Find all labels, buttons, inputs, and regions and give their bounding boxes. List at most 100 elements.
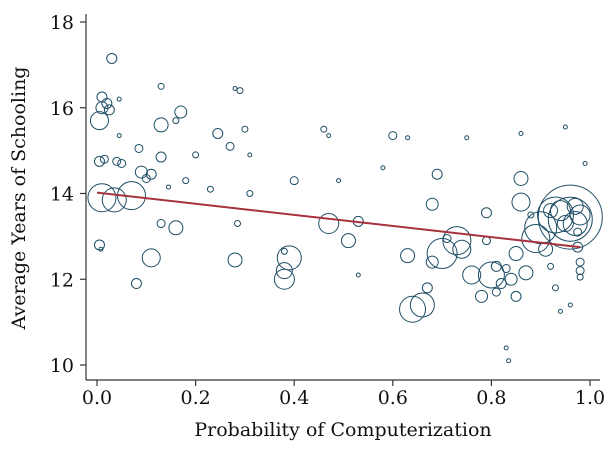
data-point	[227, 252, 243, 268]
data-point	[575, 257, 585, 267]
data-point	[134, 165, 148, 179]
data-point	[421, 282, 433, 294]
data-point	[557, 308, 563, 314]
x-axis-label: Probability of Computerization	[194, 419, 491, 441]
data-point	[234, 220, 242, 228]
data-point	[409, 292, 435, 318]
x-tick-label: 0.4	[279, 387, 309, 409]
data-points	[87, 52, 603, 364]
data-point	[490, 260, 502, 272]
data-point	[273, 268, 295, 290]
axes	[85, 14, 600, 381]
data-point	[569, 204, 591, 226]
data-point	[112, 156, 122, 166]
data-point	[527, 211, 535, 219]
data-point	[510, 290, 522, 302]
data-point	[318, 213, 340, 235]
data-point	[117, 158, 127, 168]
x-tick-label: 0.0	[82, 387, 112, 409]
data-point	[336, 178, 342, 184]
data-point	[491, 287, 501, 297]
data-point	[452, 239, 472, 259]
x-ticks: 0.0 0.2 0.4 0.6 0.8 1.0	[82, 380, 605, 409]
data-point	[289, 176, 299, 186]
data-point	[276, 245, 302, 271]
data-point	[156, 219, 166, 229]
data-point	[582, 160, 588, 166]
data-point	[518, 265, 534, 281]
data-point	[462, 265, 482, 285]
data-point	[575, 266, 585, 276]
data-point	[236, 87, 244, 95]
data-point	[405, 135, 411, 141]
data-point	[380, 165, 386, 171]
data-point	[116, 96, 122, 102]
y-tick-label: 12	[50, 269, 74, 291]
data-point	[551, 284, 559, 292]
x-tick-label: 0.2	[180, 387, 210, 409]
data-point	[130, 278, 142, 290]
data-point	[399, 295, 427, 323]
y-ticks: 10 12 14 16 18	[50, 12, 86, 377]
data-point	[101, 97, 113, 109]
data-point	[543, 203, 559, 219]
data-point	[87, 183, 117, 213]
data-point	[101, 187, 127, 213]
data-point	[103, 104, 115, 116]
data-point	[513, 170, 529, 186]
data-point	[182, 177, 190, 185]
data-point	[567, 302, 573, 308]
data-point	[225, 141, 235, 151]
data-point	[518, 130, 524, 136]
data-point	[355, 272, 361, 278]
data-point	[503, 345, 509, 351]
data-point	[536, 196, 574, 234]
data-point	[96, 91, 108, 103]
data-point	[98, 246, 104, 252]
data-point	[116, 133, 122, 139]
data-point	[556, 215, 574, 233]
fit-line	[96, 191, 581, 249]
x-tick-label: 0.6	[378, 387, 408, 409]
data-point	[442, 226, 472, 256]
data-point	[501, 264, 511, 274]
data-point	[206, 185, 214, 193]
data-point	[481, 236, 491, 246]
data-point	[477, 261, 505, 289]
data-point	[400, 248, 416, 264]
data-point	[275, 262, 293, 280]
data-point	[168, 220, 184, 236]
data-point	[232, 85, 238, 91]
data-point	[153, 117, 169, 133]
data-point	[212, 127, 224, 139]
data-point	[425, 197, 439, 211]
x-tick-label: 0.8	[476, 387, 506, 409]
data-point	[475, 289, 489, 303]
data-point	[157, 82, 165, 90]
data-point	[165, 184, 171, 190]
data-point	[106, 52, 118, 64]
data-point	[566, 197, 584, 215]
data-point	[562, 124, 568, 130]
data-point	[246, 190, 254, 197]
data-point	[573, 227, 583, 237]
x-tick-label: 1.0	[575, 387, 605, 409]
data-point	[141, 248, 161, 268]
data-point	[504, 272, 518, 286]
data-point	[506, 358, 512, 364]
data-point	[464, 135, 470, 141]
data-point	[172, 117, 180, 125]
y-tick-label: 10	[50, 355, 74, 377]
y-tick-label: 16	[50, 98, 74, 120]
data-point	[537, 184, 603, 250]
fit-line-layer	[96, 191, 581, 249]
data-point	[192, 151, 200, 159]
data-point	[340, 233, 356, 249]
data-point	[241, 125, 249, 133]
data-point	[425, 255, 439, 269]
data-point	[99, 154, 109, 164]
data-point	[134, 143, 144, 153]
y-axis-label: Average Years of Schooling	[8, 67, 30, 331]
